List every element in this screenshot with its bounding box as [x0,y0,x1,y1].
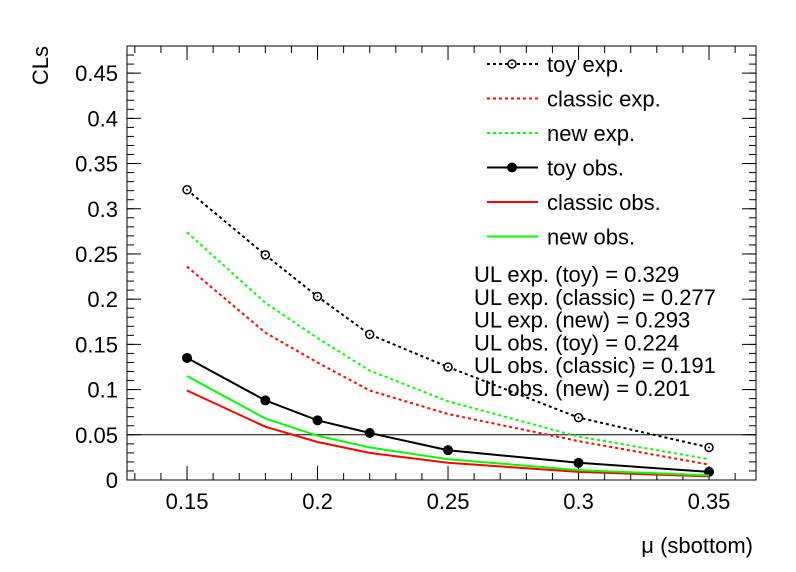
series-line-classic-exp [186,265,710,466]
data-point [443,445,454,456]
y-tick-label: 0.3 [87,197,118,222]
upper-limit-annotation: UL exp. (classic) = 0.277 [474,285,716,310]
y-tick-label: 0.1 [87,378,118,403]
y-tick-label: 0.25 [75,242,118,267]
x-tick-label: 0.2 [302,489,333,514]
upper-limit-annotation: UL obs. (classic) = 0.191 [474,353,716,378]
upper-limit-annotation: UL obs. (toy) = 0.224 [474,330,679,355]
data-point-center [264,253,267,256]
data-point-center [708,446,711,449]
y-tick-label: 0.45 [75,61,118,86]
legend-label: classic obs. [547,190,661,215]
x-axis-label: μ (sbottom) [641,533,753,558]
legend-marker-center [511,63,513,65]
data-point [182,352,193,363]
x-tick-label: 0.15 [166,489,209,514]
data-point-center [447,365,450,368]
y-tick-label: 0.15 [75,332,118,357]
y-axis-label: CLs [28,46,53,85]
legend-label: new obs. [547,225,635,250]
data-point-center [368,333,371,336]
x-tick-label: 0.3 [563,489,594,514]
y-tick-label: 0.05 [75,423,118,448]
data-point [312,415,323,426]
data-point [364,427,375,438]
data-point-center [316,295,319,298]
y-tick-label: 0.2 [87,287,118,312]
legend-label: classic exp. [547,87,661,112]
upper-limit-annotation: UL exp. (new) = 0.293 [474,308,690,333]
x-tick-label: 0.25 [427,489,470,514]
x-tick-label: 0.35 [688,489,731,514]
data-point-center [186,188,189,191]
series-line-new-obs [186,375,710,477]
legend-marker [507,162,517,173]
y-tick-label: 0 [106,468,118,493]
legend-label: toy obs. [547,156,624,181]
series-line-classic-obs [186,389,710,478]
legend-label: new exp. [547,121,635,146]
y-tick-label: 0.4 [87,106,118,131]
data-point [573,457,584,468]
series-line-new-exp [186,231,710,461]
data-point [704,466,715,477]
upper-limit-annotation: UL exp. (toy) = 0.329 [474,262,679,287]
upper-limit-annotation: UL obs. (new) = 0.201 [474,376,690,401]
data-point-center [577,416,580,419]
y-tick-label: 0.35 [75,152,118,177]
legend-label: toy exp. [547,52,624,77]
data-point [260,395,271,406]
